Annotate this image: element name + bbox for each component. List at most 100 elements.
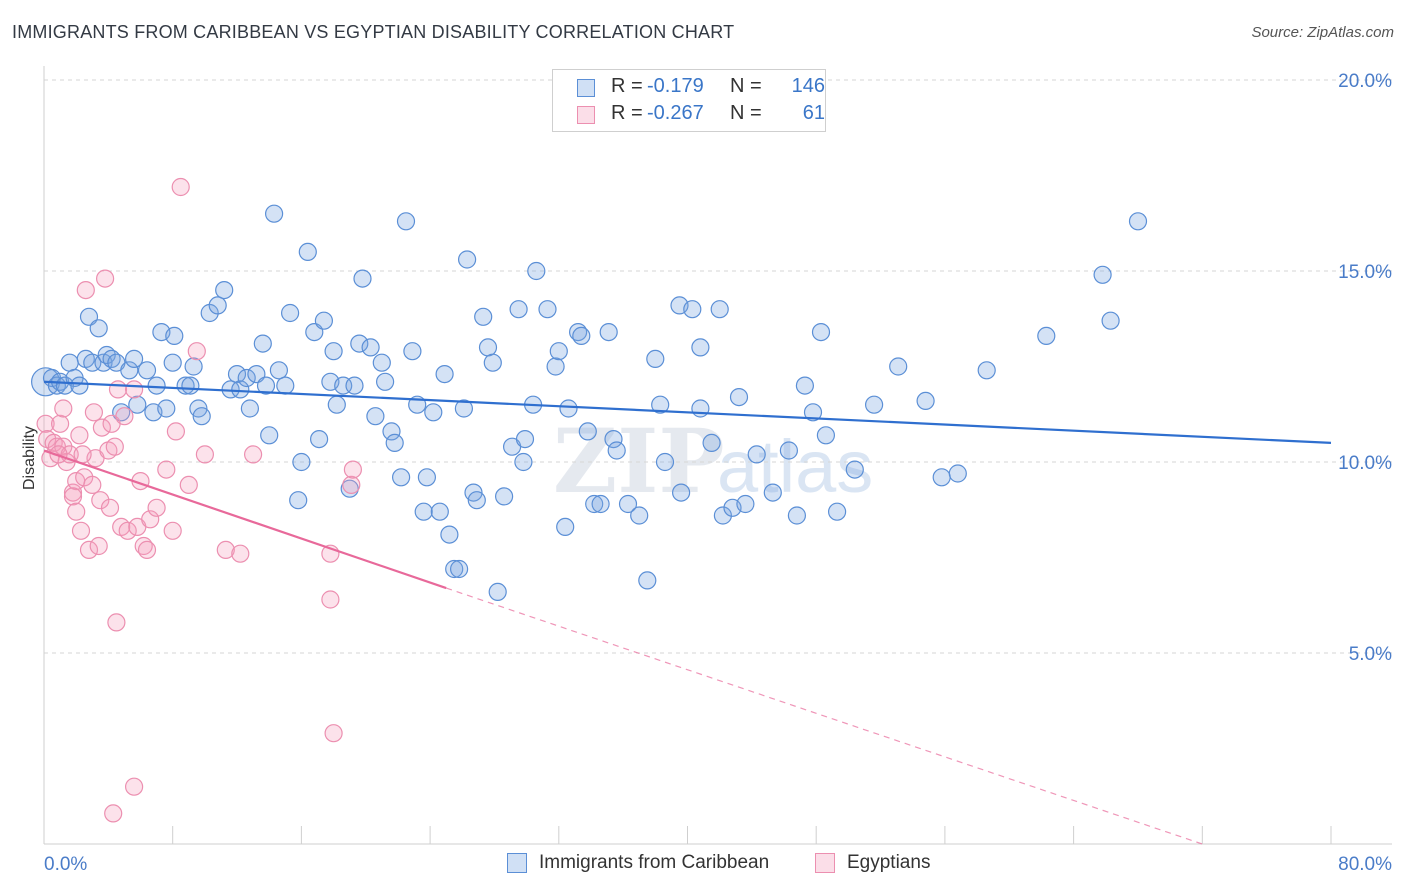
data-point[interactable]	[572, 326, 591, 345]
data-point[interactable]	[125, 380, 144, 399]
data-point[interactable]	[795, 376, 815, 395]
data-point[interactable]	[691, 399, 710, 418]
data-point[interactable]	[366, 407, 385, 426]
data-point[interactable]	[787, 506, 807, 525]
data-point[interactable]	[324, 724, 343, 743]
data-point[interactable]	[691, 338, 710, 357]
data-point[interactable]	[73, 445, 92, 464]
data-point[interactable]	[108, 380, 128, 399]
data-point[interactable]	[76, 281, 95, 300]
data-point[interactable]	[265, 204, 284, 223]
data-point[interactable]	[276, 376, 295, 395]
data-point[interactable]	[310, 430, 329, 449]
data-point[interactable]	[157, 460, 176, 479]
data-point[interactable]	[100, 498, 120, 517]
data-point[interactable]	[546, 357, 565, 376]
data-point[interactable]	[118, 521, 137, 540]
data-point[interactable]	[269, 361, 288, 380]
data-point[interactable]	[474, 307, 493, 326]
data-point[interactable]	[166, 422, 185, 441]
data-point[interactable]	[240, 399, 259, 418]
data-point[interactable]	[115, 407, 134, 426]
data-point[interactable]	[195, 445, 214, 464]
data-point[interactable]	[1037, 326, 1056, 345]
data-point[interactable]	[392, 468, 411, 487]
data-point[interactable]	[260, 426, 279, 445]
data-point[interactable]	[483, 353, 502, 372]
data-point[interactable]	[467, 491, 486, 510]
data-point[interactable]	[604, 430, 623, 449]
data-point[interactable]	[147, 498, 166, 517]
data-point[interactable]	[495, 487, 514, 506]
data-point[interactable]	[165, 326, 184, 345]
data-point[interactable]	[216, 540, 235, 560]
data-point[interactable]	[36, 414, 55, 433]
data-point[interactable]	[163, 353, 182, 372]
data-point[interactable]	[646, 349, 665, 368]
data-point[interactable]	[655, 452, 675, 472]
data-point[interactable]	[327, 395, 346, 414]
data-point[interactable]	[192, 407, 211, 426]
data-point[interactable]	[845, 460, 864, 479]
data-point[interactable]	[163, 521, 182, 540]
data-point[interactable]	[137, 540, 157, 560]
data-point[interactable]	[95, 269, 115, 288]
data-point[interactable]	[353, 269, 372, 288]
data-point[interactable]	[417, 468, 436, 487]
data-point[interactable]	[803, 403, 823, 422]
data-point[interactable]	[827, 502, 847, 521]
data-point[interactable]	[289, 491, 308, 510]
data-point[interactable]	[83, 475, 102, 494]
data-point[interactable]	[71, 521, 91, 540]
data-point[interactable]	[89, 536, 108, 556]
data-point[interactable]	[256, 376, 276, 395]
data-point[interactable]	[864, 395, 884, 414]
data-point[interactable]	[454, 399, 473, 418]
data-point[interactable]	[710, 300, 729, 319]
data-point[interactable]	[527, 261, 546, 281]
data-point[interactable]	[361, 338, 380, 357]
data-point[interactable]	[1093, 265, 1112, 284]
data-point[interactable]	[651, 395, 670, 414]
data-point[interactable]	[89, 319, 108, 338]
data-point[interactable]	[105, 437, 124, 456]
data-point[interactable]	[538, 300, 557, 319]
data-point[interactable]	[292, 452, 311, 472]
data-point[interactable]	[559, 399, 578, 418]
data-point[interactable]	[599, 323, 618, 342]
data-point[interactable]	[458, 250, 477, 269]
data-point[interactable]	[107, 613, 126, 632]
data-point[interactable]	[779, 441, 799, 460]
data-point[interactable]	[450, 559, 469, 579]
data-point[interactable]	[948, 464, 967, 483]
data-point[interactable]	[141, 510, 160, 529]
data-point[interactable]	[179, 475, 198, 494]
data-point[interactable]	[92, 418, 112, 437]
data-point[interactable]	[671, 483, 691, 502]
data-point[interactable]	[396, 212, 416, 231]
data-point[interactable]	[231, 544, 250, 563]
data-point[interactable]	[63, 483, 83, 502]
data-point[interactable]	[385, 433, 404, 452]
data-point[interactable]	[556, 517, 575, 537]
data-point[interactable]	[281, 303, 300, 323]
data-point[interactable]	[324, 342, 343, 361]
data-point[interactable]	[683, 300, 702, 319]
data-point[interactable]	[816, 426, 836, 445]
data-point[interactable]	[342, 475, 361, 494]
data-point[interactable]	[977, 361, 996, 380]
data-point[interactable]	[314, 311, 333, 330]
data-point[interactable]	[215, 281, 234, 300]
data-point[interactable]	[67, 502, 86, 521]
data-point[interactable]	[343, 460, 362, 479]
data-point[interactable]	[478, 338, 498, 357]
data-point[interactable]	[591, 494, 610, 514]
data-point[interactable]	[747, 445, 766, 464]
data-point[interactable]	[321, 590, 340, 609]
data-point[interactable]	[79, 540, 99, 560]
data-point[interactable]	[382, 422, 401, 441]
data-point[interactable]	[63, 487, 83, 506]
data-point[interactable]	[350, 334, 369, 353]
data-point[interactable]	[889, 357, 908, 376]
data-point[interactable]	[345, 376, 364, 395]
